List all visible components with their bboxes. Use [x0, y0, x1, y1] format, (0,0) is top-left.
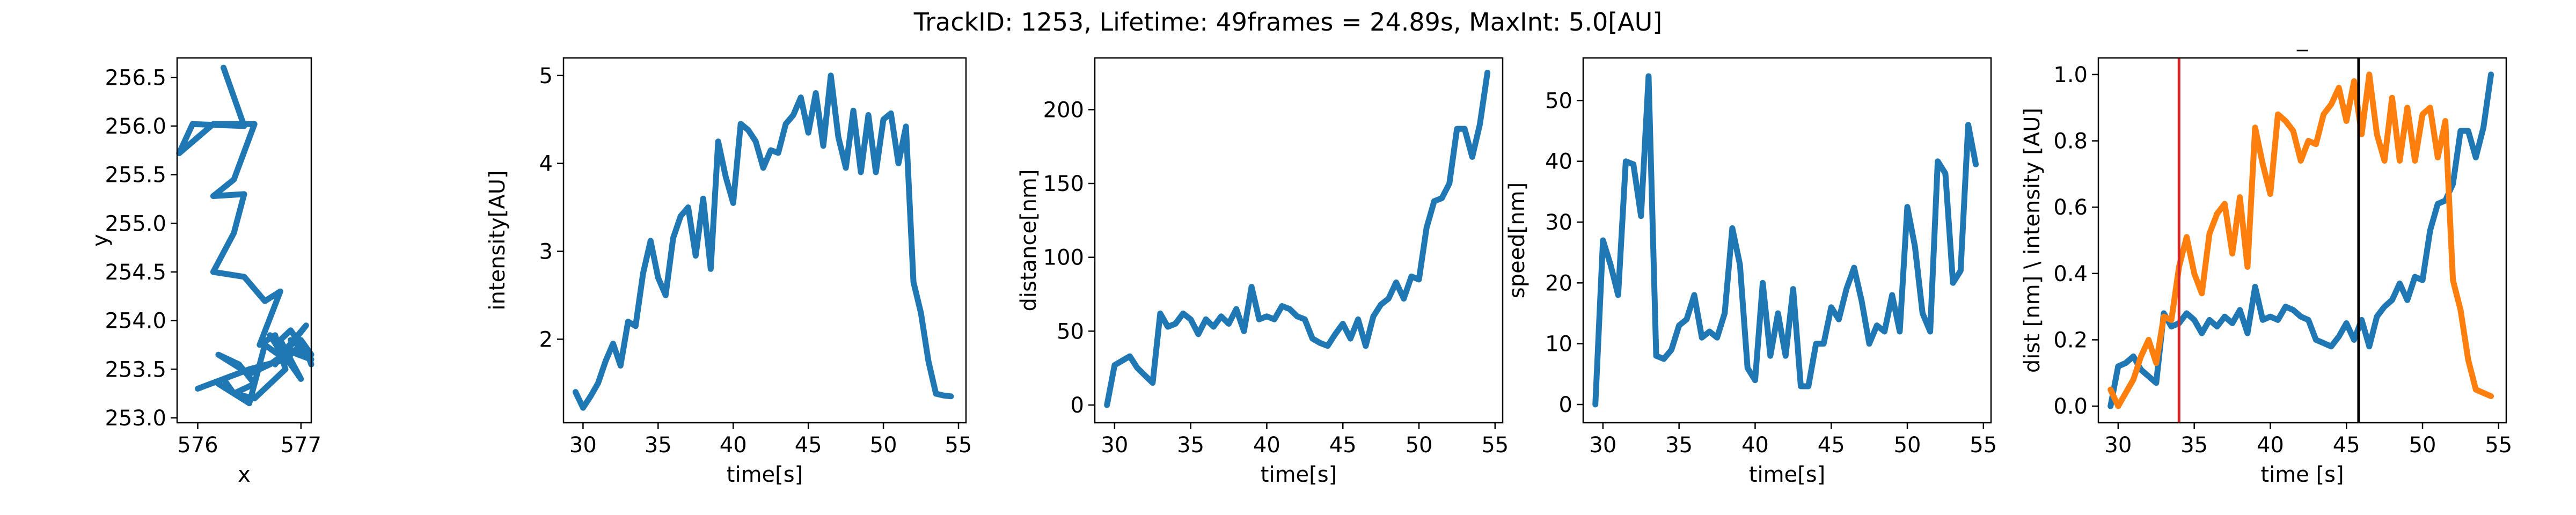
y-axis-label: y	[88, 234, 113, 247]
axes-frame	[2097, 57, 2507, 424]
x-axis-label: x	[238, 462, 251, 487]
y-tick-label: 0	[1559, 393, 1572, 417]
y-tick-label: 4	[539, 152, 553, 176]
y-tick-label: 0.0	[2053, 394, 2088, 419]
y-axis-label: distance[nm]	[1016, 169, 1041, 311]
series-line-1	[2107, 71, 2494, 409]
y-tick-label: 255.0	[105, 211, 166, 236]
x-tick-label: 55	[1481, 433, 1509, 458]
x-tick-label: 55	[1970, 433, 1997, 458]
y-tick-label: 256.5	[105, 65, 166, 90]
y-axis-label: speed[nm]	[1505, 182, 1529, 298]
x-tick-label: 40	[2257, 433, 2284, 458]
y-tick-label: 2	[539, 327, 553, 352]
y-tick-label: 253.0	[105, 406, 166, 431]
x-tick-label: 50	[870, 433, 897, 458]
y-tick-label: 150	[1043, 172, 1084, 196]
y-tick-label: 0.2	[2053, 328, 2088, 352]
x-tick-label: 35	[1177, 433, 1204, 458]
y-tick-label: 255.5	[105, 163, 166, 188]
x-axis-label: time [s]	[2260, 462, 2344, 487]
y-tick-label: 1.0	[2053, 63, 2088, 87]
y-tick-label: 200	[1043, 98, 1084, 122]
x-axis-label: time[s]	[1261, 462, 1337, 487]
y-tick-label: 5	[539, 64, 553, 89]
x-tick-label: 35	[645, 433, 672, 458]
x-tick-label: 45	[2333, 433, 2360, 458]
x-axis-label: time[s]	[1749, 462, 1825, 487]
x-tick-label: 576	[177, 433, 218, 458]
y-tick-label: 50	[1057, 319, 1084, 344]
x-axis-label: time[s]	[727, 462, 803, 487]
axes-frame	[1582, 57, 1992, 424]
y-axis-label: dist [nm] \ intensity [AU]	[2020, 108, 2045, 373]
y-tick-label: 253.5	[105, 357, 166, 382]
x-tick-label: 45	[1329, 433, 1357, 458]
y-tick-label: 40	[1545, 150, 1572, 174]
y-tick-label: 254.0	[105, 309, 166, 334]
series-line-1	[1104, 70, 1491, 408]
y-tick-label: 20	[1545, 271, 1572, 296]
y-tick-label: 256.0	[105, 114, 166, 139]
x-tick-label: 55	[945, 433, 972, 458]
y-tick-label: 0.6	[2053, 195, 2088, 220]
axes-frame	[562, 57, 967, 424]
y-tick-label: 10	[1545, 332, 1572, 357]
chart-1: 576 577 253.0 253.5 254.0 254.5 255.0 255.5 256.…	[88, 57, 321, 487]
series-line-1	[572, 72, 954, 411]
y-tick-label: 50	[1545, 89, 1572, 113]
x-tick-label: 30	[1589, 433, 1616, 458]
axes-frame	[176, 57, 312, 424]
chart-3: 30 35 40 45 50 55 0 50 100 150 200 time[s] distance[…	[1016, 57, 1509, 487]
y-tick-label: 30	[1545, 210, 1572, 235]
y-tick-label: 0.4	[2053, 262, 2088, 286]
x-tick-label: 55	[2485, 433, 2512, 458]
chart-5: 30 35 40 45 50 55 0.0 0.2 0.4 0.6 0.8 1.0 time [s] di…	[2020, 27, 2512, 487]
chart-title: _	[2296, 27, 2308, 52]
y-tick-label: 100	[1043, 246, 1084, 270]
x-tick-label: 30	[1101, 433, 1128, 458]
x-tick-label: 50	[1406, 433, 1433, 458]
x-tick-label: 50	[1894, 433, 1921, 458]
x-tick-label: 40	[1253, 433, 1280, 458]
axes-frame	[1094, 57, 1504, 424]
x-tick-label: 35	[2180, 433, 2208, 458]
series-line-1	[1592, 73, 1979, 408]
x-tick-label: 50	[2409, 433, 2436, 458]
y-axis-label: intensity[AU]	[485, 170, 510, 310]
x-tick-label: 45	[795, 433, 822, 458]
x-tick-label: 40	[720, 433, 747, 458]
chart-4: 30 35 40 45 50 55 0 10 20 30 40 50 time[s] speed[nm]	[1505, 57, 1997, 487]
y-tick-label: 0.8	[2053, 129, 2088, 154]
x-tick-label: 577	[281, 433, 321, 458]
y-tick-label: 0	[1071, 393, 1084, 418]
x-tick-label: 30	[2104, 433, 2132, 458]
y-tick-label: 3	[539, 239, 553, 264]
x-tick-label: 35	[1665, 433, 1693, 458]
x-tick-label: 40	[1741, 433, 1769, 458]
series-line-2	[2107, 71, 2494, 409]
figure-title: TrackID: 1253, Lifetime: 49frames = 24.8…	[913, 8, 1663, 36]
y-tick-label: 254.5	[105, 260, 166, 285]
x-tick-label: 30	[569, 433, 597, 458]
x-tick-label: 45	[1818, 433, 1845, 458]
series-line-1	[176, 64, 314, 407]
